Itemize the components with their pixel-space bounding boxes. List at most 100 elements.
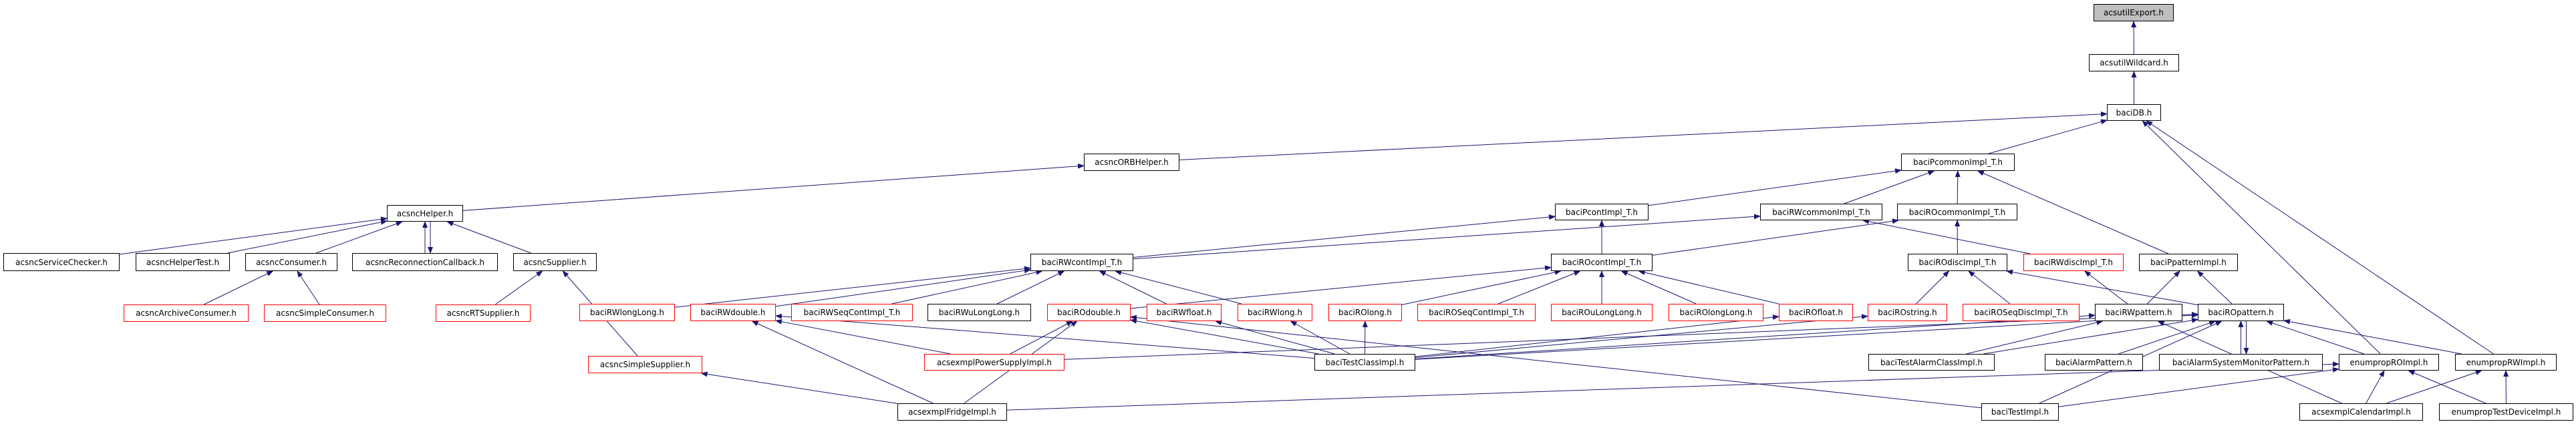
node-label: baciPcommonImpl_T.h: [1913, 158, 2003, 167]
edge-baciTestClassImpl-to-baciROstring: [1415, 314, 1868, 359]
node-label: baciROlong.h: [1338, 308, 1392, 317]
node-acsexmplFridgeImpl[interactable]: acsexmplFridgeImpl.h: [897, 403, 1007, 421]
node-acsexmplPowerSupplyImpl[interactable]: acsexmplPowerSupplyImpl.h: [924, 354, 1064, 371]
node-baciRWfloat[interactable]: baciRWfloat.h: [1147, 304, 1222, 321]
node-baciRWuLongLong[interactable]: baciRWuLongLong.h: [927, 304, 1031, 321]
node-baciRWdiscImpl_T[interactable]: baciRWdiscImpl_T.h: [2023, 254, 2124, 271]
edge-acsncSimpleConsumer-to-acsncConsumer: [297, 270, 320, 305]
edge-acsncServiceChecker-to-acsncHelper: [119, 216, 388, 255]
node-baciRWlongLong[interactable]: baciRWlongLong.h: [579, 304, 675, 321]
edge-baciPpatternImpl-to-baciPcommonImpl_T: [1977, 170, 2169, 254]
node-baciTestAlarmClassImpl[interactable]: baciTestAlarmClassImpl.h: [1868, 354, 1995, 371]
node-baciRWSeqContImpl_T[interactable]: baciRWSeqContImpl_T.h: [791, 304, 913, 321]
node-baciPpatternImpl[interactable]: baciPpatternImpl.h: [2139, 254, 2238, 271]
node-baciRWlong[interactable]: baciRWlong.h: [1238, 304, 1312, 321]
edge-baciRWSeqContImpl_T-to-baciRWcontImpl_T: [891, 270, 1043, 304]
edge-acsexmplPowerSupplyImpl-to-baciRWdouble: [775, 319, 951, 355]
node-baciRWcommonImpl_T[interactable]: baciRWcommonImpl_T.h: [1760, 204, 1882, 220]
node-label: baciRWlongLong.h: [590, 308, 664, 317]
node-label: baciROfloat.h: [1788, 308, 1844, 317]
node-baciTestImpl[interactable]: baciTestImpl.h: [1981, 403, 2059, 421]
edge-acsexmplFridgeImpl-to-baciRWdouble: [751, 321, 934, 404]
node-baciROcommonImpl_T[interactable]: baciROcommonImpl_T.h: [1897, 204, 2017, 220]
node-baciROdiscImpl_T[interactable]: baciROdiscImpl_T.h: [1908, 254, 2007, 271]
node-acsncServiceChecker[interactable]: acsncServiceChecker.h: [3, 253, 120, 271]
node-label: baciRWdiscImpl_T.h: [2034, 258, 2113, 267]
node-acsncSimpleConsumer[interactable]: acsncSimpleConsumer.h: [264, 304, 386, 322]
node-label: baciRWdouble.h: [700, 308, 766, 317]
node-label: baciRWfloat.h: [1156, 308, 1212, 317]
edge-baciPcommonImpl_T-to-baciDB: [1988, 119, 2108, 154]
node-baciPcontImpl_T[interactable]: baciPcontImpl_T.h: [1555, 204, 1649, 220]
node-enumpropRWImpl[interactable]: enumpropRWImpl.h: [2455, 354, 2557, 371]
edge-baciRWdouble-to-baciRWcontImpl_T: [775, 268, 1031, 307]
node-baciRWdouble[interactable]: baciRWdouble.h: [690, 304, 776, 321]
node-acsncReconnectionCallback[interactable]: acsncReconnectionCallback.h: [352, 253, 498, 271]
node-baciTestClassImpl[interactable]: baciTestClassImpl.h: [1314, 354, 1415, 371]
node-label: acsexmplPowerSupplyImpl.h: [937, 357, 1052, 367]
node-label: enumpropROImpl.h: [2349, 357, 2428, 367]
node-enumpropTestDeviceImpl[interactable]: enumpropTestDeviceImpl.h: [2439, 403, 2573, 421]
node-label: baciROcontImpl_T.h: [1562, 258, 1642, 267]
edge-acsexmplCalendarImpl-to-enumpropROImpl: [2366, 370, 2385, 404]
node-acsncArchiveConsumer[interactable]: acsncArchiveConsumer.h: [124, 304, 249, 322]
node-baciAlarmPattern[interactable]: baciAlarmPattern.h: [2045, 354, 2143, 371]
node-baciROSeqContImpl_T[interactable]: baciROSeqContImpl_T.h: [1417, 304, 1536, 321]
edge-acsexmplFridgeImpl-to-enumpropROImpl: [1006, 361, 2339, 411]
edge-baciRWpattern-to-baciPpatternImpl: [2147, 270, 2180, 304]
node-baciROlongLong[interactable]: baciROlongLong.h: [1669, 304, 1763, 321]
edge-enumpropRWImpl-to-baciDB: [2146, 120, 2494, 355]
edge-enumpropTestDeviceImpl-to-enumpropROImpl: [2408, 370, 2486, 404]
node-label: baciRWcontImpl_T.h: [1041, 258, 1123, 267]
node-baciAlarmSystemMonitorPattern[interactable]: baciAlarmSystemMonitorPattern.h: [2159, 354, 2323, 371]
edge-baciROcontImpl_T-to-baciROcommonImpl_T: [1652, 218, 1899, 256]
node-label: acsncRTSupplier.h: [446, 308, 520, 318]
edge-acsexmplPowerSupplyImpl-to-baciROpattern: [1064, 311, 2198, 360]
node-acsutilWildcard[interactable]: acsutilWildcard.h: [2089, 54, 2179, 71]
edge-baciRWlong-to-baciRWcontImpl_T: [1115, 270, 1242, 304]
node-label: baciROuLongLong.h: [1562, 308, 1642, 317]
edge-acsncHelper-to-acsncORBHelper: [462, 163, 1085, 211]
node-label: acsncServiceChecker.h: [15, 257, 108, 267]
edge-baciTestAlarmClassImpl-to-baciROpattern: [1983, 317, 2198, 355]
edge-baciROlongLong-to-baciROcontImpl_T: [1620, 270, 1697, 304]
node-baciROlong[interactable]: baciROlong.h: [1328, 304, 1402, 321]
node-label: acsncArchiveConsumer.h: [136, 308, 237, 318]
node-baciROstring[interactable]: baciROstring.h: [1868, 304, 1947, 321]
node-label: baciPpatternImpl.h: [2150, 258, 2227, 267]
node-acsncORBHelper[interactable]: acsncORBHelper.h: [1084, 154, 1179, 171]
node-baciPcommonImpl_T[interactable]: baciPcommonImpl_T.h: [1901, 154, 2015, 171]
node-acsutilExport[interactable]: acsutilExport.h: [2094, 4, 2174, 21]
edge-baciROfloat-to-baciROcontImpl_T: [1638, 270, 1779, 304]
node-baciROdouble[interactable]: baciROdouble.h: [1047, 304, 1131, 321]
node-acsncRTSupplier[interactable]: acsncRTSupplier.h: [436, 304, 531, 322]
node-baciROSeqDiscImpl_T[interactable]: baciROSeqDiscImpl_T.h: [1963, 304, 2080, 321]
node-baciROfloat[interactable]: baciROfloat.h: [1779, 304, 1853, 321]
node-label: baciRWpattern.h: [2105, 308, 2172, 317]
node-baciRWcontImpl_T[interactable]: baciRWcontImpl_T.h: [1030, 254, 1133, 271]
node-baciROpattern[interactable]: baciROpattern.h: [2198, 304, 2284, 321]
node-label: acsncSupplier.h: [523, 257, 587, 267]
edge-baciROstring-to-baciROdiscImpl_T: [1916, 270, 1950, 304]
node-baciDB[interactable]: baciDB.h: [2107, 104, 2161, 121]
edge-enumpropROImpl-to-baciDB: [2142, 120, 2381, 355]
edge-acsncORBHelper-to-baciDB: [1179, 111, 2108, 160]
node-acsexmplCalendarImpl[interactable]: acsexmplCalendarImpl.h: [2299, 403, 2423, 421]
node-acsncSupplier[interactable]: acsncSupplier.h: [513, 253, 597, 271]
node-label: baciTestAlarmClassImpl.h: [1880, 357, 1983, 367]
node-baciRWpattern[interactable]: baciRWpattern.h: [2095, 304, 2182, 321]
node-label: acsncSimpleConsumer.h: [276, 308, 374, 318]
edge-acsncHelperTest-to-acsncHelper: [227, 219, 388, 254]
node-label: enumpropRWImpl.h: [2466, 357, 2546, 367]
node-label: acsutilWildcard.h: [2100, 58, 2168, 67]
node-acsncHelper[interactable]: acsncHelper.h: [387, 205, 463, 222]
node-acsncConsumer[interactable]: acsncConsumer.h: [245, 253, 337, 271]
node-baciROcontImpl_T[interactable]: baciROcontImpl_T.h: [1551, 254, 1653, 271]
edge-acsncConsumer-to-acsncHelper: [315, 221, 403, 254]
node-acsncHelperTest[interactable]: acsncHelperTest.h: [136, 253, 230, 271]
edge-baciROSeqContImpl_T-to-baciROcontImpl_T: [1497, 270, 1581, 304]
node-acsncSimpleSupplier[interactable]: acsncSimpleSupplier.h: [588, 356, 702, 373]
node-baciROuLongLong[interactable]: baciROuLongLong.h: [1551, 304, 1653, 321]
node-enumpropROImpl[interactable]: enumpropROImpl.h: [2339, 354, 2439, 371]
